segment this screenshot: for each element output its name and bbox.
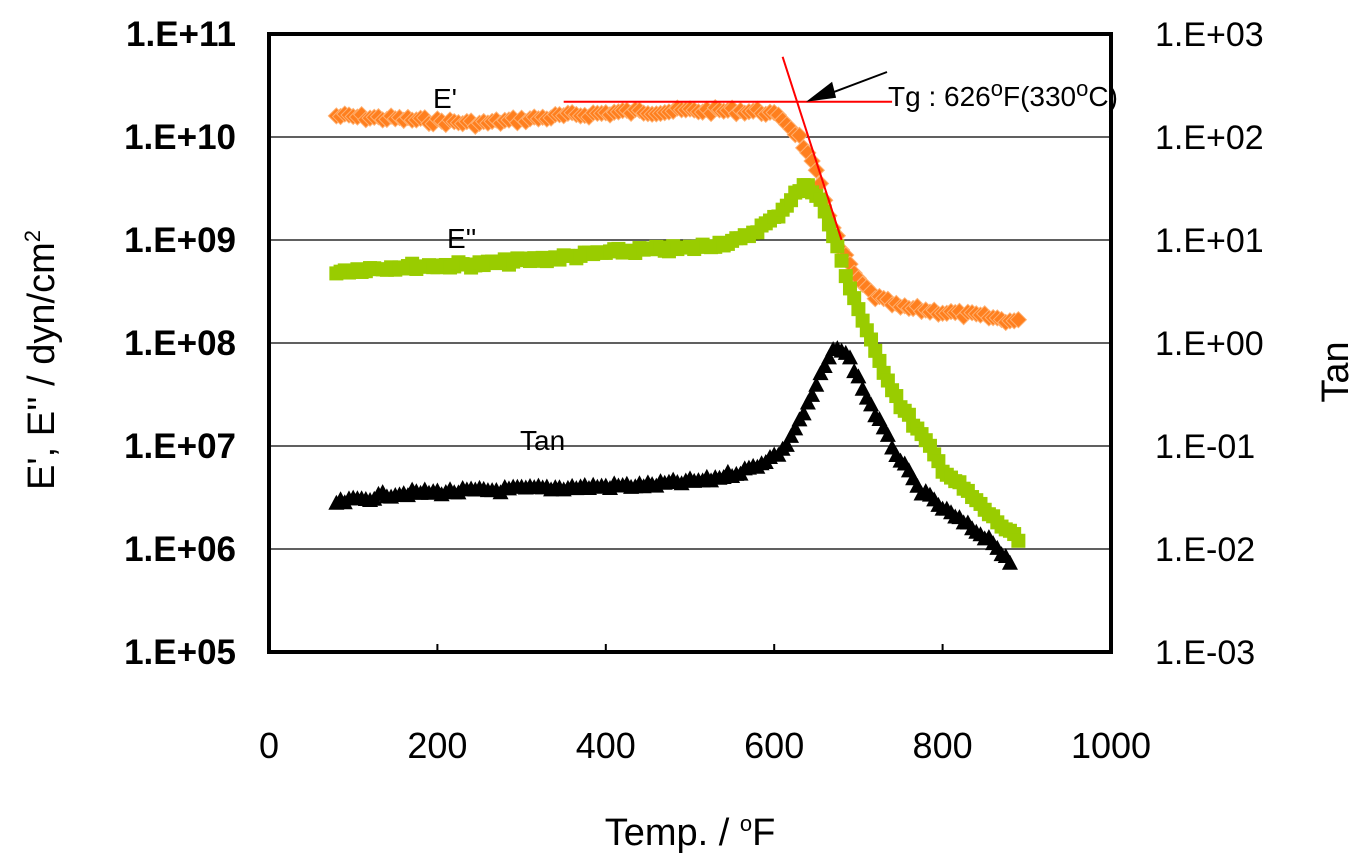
x-tick-label: 400 [576, 725, 636, 766]
e-prime-series-label: E' [433, 83, 457, 114]
series-layer [328, 100, 1026, 570]
x-tick-label: 1000 [1071, 725, 1151, 766]
x-axis-ticks: 0 200 400 600 800 1000 [259, 644, 1151, 766]
data-point [872, 354, 886, 368]
tg-arrow-head [806, 82, 836, 102]
left-tick-label: 1.E+06 [124, 530, 236, 569]
series-triangle [328, 340, 1018, 570]
x-tick-label: 0 [259, 725, 279, 766]
right-tick-label: 1.E-01 [1155, 428, 1255, 466]
right-tick-label: 1.E+00 [1155, 325, 1264, 363]
left-tick-label: 1.E+11 [126, 15, 236, 54]
x-axis-title: Temp. / oF [605, 811, 776, 854]
tangent-lines [564, 57, 892, 240]
left-tick-label: 1.E+09 [124, 221, 236, 260]
left-tick-label: 1.E+10 [124, 118, 236, 157]
e-double-prime-series-label: E'' [447, 223, 476, 254]
left-axis-ticks: 1.E+11 1.E+10 1.E+09 1.E+08 1.E+07 1.E+06 1.E+… [124, 15, 236, 672]
left-tick-label: 1.E+07 [124, 427, 236, 466]
tg-annotation: Tg : 626oF(330oC) [806, 72, 1118, 112]
right-axis-title: Tan [1315, 341, 1357, 402]
data-point [839, 269, 853, 283]
data-point [1011, 534, 1025, 548]
x-tick-label: 200 [407, 725, 467, 766]
data-point [818, 204, 832, 218]
x-tick-label: 800 [913, 725, 973, 766]
right-tick-label: 1.E+03 [1155, 16, 1264, 54]
tan-series-label: Tan [520, 425, 565, 456]
x-tick-label: 600 [744, 725, 804, 766]
right-axis-ticks: 1.E+03 1.E+02 1.E+01 1.E+00 1.E-01 1.E-02 1.E-… [1155, 16, 1264, 672]
left-tick-label: 1.E+08 [124, 324, 236, 363]
right-tick-label: 1.E-03 [1155, 634, 1255, 672]
right-tick-label: 1.E+01 [1155, 222, 1264, 260]
series-diamond [328, 100, 1026, 331]
tg-label: Tg : 626oF(330oC) [888, 76, 1118, 112]
left-tick-label: 1.E+05 [124, 633, 236, 672]
data-point [835, 254, 849, 268]
right-tick-label: 1.E+02 [1155, 119, 1264, 157]
left-axis-title: E', E'' / dyn/cm2 [20, 230, 63, 490]
right-tick-label: 1.E-02 [1155, 531, 1255, 569]
data-point [830, 239, 844, 253]
